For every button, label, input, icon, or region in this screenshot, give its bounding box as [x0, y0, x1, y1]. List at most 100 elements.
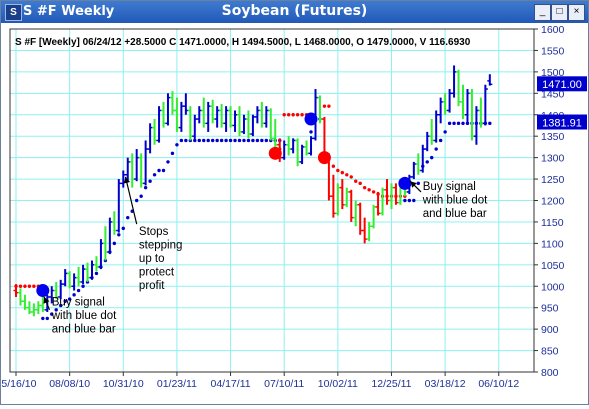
price-bar: [165, 93, 171, 126]
annotation-arrow-line: [124, 176, 138, 225]
stop-dot: [166, 160, 170, 164]
x-axis: 05/16/10 08/08/10 10/31/10 01/23/11 04/17/11…: [0, 372, 519, 390]
stop-dot: [18, 284, 23, 288]
stop-dot: [260, 138, 264, 143]
price-bar: [487, 74, 493, 86]
stop-dot: [291, 113, 295, 117]
title-bar[interactable]: S S #F Weekly Soybean (Futures) _ □ ×: [1, 1, 588, 23]
x-tick-label: 06/10/12: [478, 378, 519, 390]
stop-dot: [215, 138, 219, 143]
x-tick-label: 10/31/10: [103, 378, 144, 390]
price-bar: [76, 266, 82, 287]
stop-dot: [264, 138, 269, 143]
y-tick-label: 1350: [541, 131, 565, 143]
x-tick-label: 10/02/11: [318, 378, 358, 390]
chart-svg[interactable]: S #F [Weekly] 06/24/12 +28.5000 C 1471.0…: [0, 24, 588, 404]
price-bar: [317, 95, 323, 124]
stop-dot: [134, 198, 139, 203]
stop-dot: [255, 138, 260, 143]
price-bar: [339, 179, 345, 210]
price-bar: [295, 138, 301, 167]
buy-signal-dot: [304, 112, 318, 126]
price-bar: [237, 106, 242, 137]
stop-dot: [295, 113, 300, 117]
y-tick-label: 1250: [541, 174, 565, 186]
price-label-box: [537, 76, 587, 92]
stop-dot: [50, 312, 54, 316]
stop-dot: [23, 284, 27, 288]
price-bar: [433, 110, 439, 143]
annotation-text: stepping: [139, 239, 182, 251]
annotation-text: with blue dot: [51, 310, 117, 322]
y-tick-label: 1050: [541, 260, 565, 272]
stop-dot: [67, 297, 72, 301]
maximize-button[interactable]: □: [551, 4, 568, 21]
annotation-text: and blue bar: [52, 324, 116, 336]
stop-dot: [488, 121, 492, 126]
price-bar: [451, 65, 457, 98]
stop-dot: [416, 181, 420, 186]
price-bar: [129, 153, 135, 188]
price-bar: [232, 110, 238, 132]
stop-dot: [175, 143, 179, 147]
price-bar: [388, 183, 394, 210]
price-bar: [268, 108, 274, 141]
minimize-button[interactable]: _: [534, 4, 551, 21]
stop-dot: [161, 168, 166, 173]
price-bars: [13, 65, 493, 317]
stop-dot: [112, 241, 117, 246]
buy-signal-dot: [398, 176, 412, 190]
y-tick-label: 1600: [541, 24, 565, 36]
price-bar: [201, 97, 207, 128]
annotation-text: with blue dot: [422, 194, 488, 206]
y-tick-label: 1000: [541, 281, 565, 293]
price-bar: [304, 140, 310, 156]
sell-signal-dot: [317, 151, 331, 165]
stop-dot: [246, 138, 251, 143]
y-tick-label: 1500: [541, 67, 565, 79]
price-bar: [210, 99, 216, 124]
annotation-text: Stops: [139, 226, 169, 238]
stop-dot: [336, 168, 340, 173]
x-tick-label: 05/16/10: [1, 378, 37, 390]
stop-dot: [170, 151, 175, 156]
price-bar: [241, 114, 247, 135]
stop-dot: [210, 138, 215, 143]
price-bar: [438, 97, 444, 124]
stop-dot: [300, 113, 304, 117]
stop-dot: [233, 138, 237, 143]
annotation-text: protect: [139, 266, 175, 278]
stop-dot: [282, 113, 286, 117]
y-tick-label: 1450: [541, 88, 565, 100]
price-label: 1471.00: [537, 76, 587, 92]
price-bar: [183, 93, 189, 115]
stop-dot: [251, 138, 255, 143]
price-bar: [272, 119, 278, 150]
stop-dot: [242, 138, 246, 143]
stop-dot: [434, 147, 438, 151]
stop-dot: [322, 104, 327, 108]
price-bar: [290, 138, 296, 154]
close-button[interactable]: ×: [568, 4, 585, 21]
x-tick-label: 12/25/11: [371, 378, 411, 390]
stop-dot: [63, 299, 67, 303]
annotation-arrow-head: [123, 176, 131, 184]
stop-dot: [362, 185, 367, 190]
price-bar: [281, 140, 287, 160]
app-icon: S: [5, 4, 22, 21]
price-bar: [375, 191, 381, 216]
stop-dot: [117, 233, 121, 237]
stop-dot: [228, 138, 233, 143]
price-bar: [420, 144, 426, 173]
price-bar: [424, 131, 430, 152]
chart-area[interactable]: S #F [Weekly] 06/24/12 +28.5000 C 1471.0…: [0, 24, 588, 409]
buy-signal-dot: [36, 284, 50, 298]
sell-signal-dot: [268, 146, 282, 160]
stop-dot: [331, 164, 336, 168]
x-tick-label: 04/17/11: [211, 378, 251, 390]
price-bar: [169, 91, 175, 115]
stop-dot: [157, 168, 161, 173]
stop-dot: [32, 284, 36, 288]
